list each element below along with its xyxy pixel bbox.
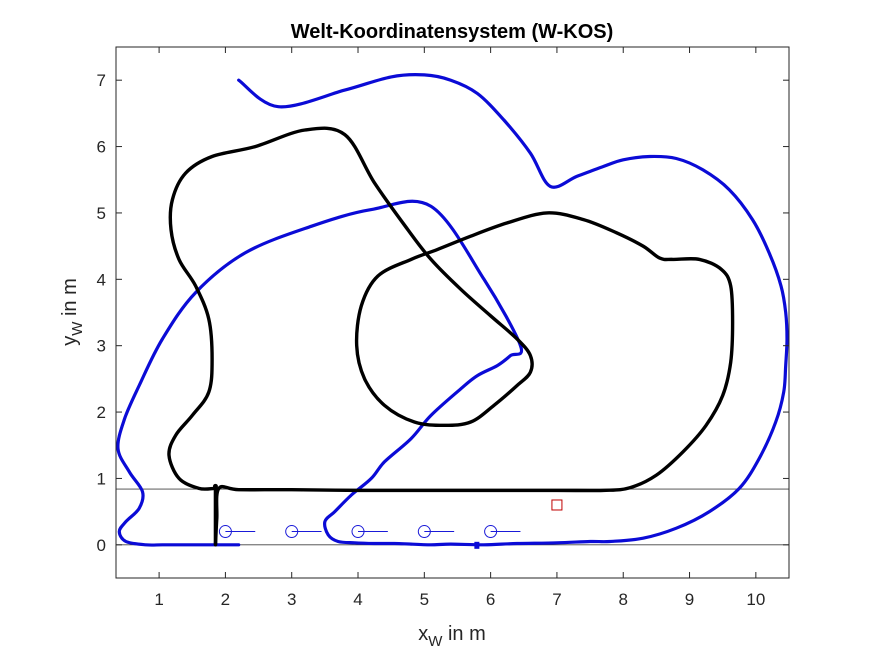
x-tick-label: 8 bbox=[619, 590, 628, 609]
x-tick-label: 7 bbox=[552, 590, 561, 609]
target-marker bbox=[551, 499, 563, 511]
plot-layer bbox=[116, 72, 789, 549]
y-tick-label: 3 bbox=[97, 337, 106, 356]
y-axis-label-rest: in m bbox=[59, 278, 81, 321]
tick-layer: 1 2 3 4 5 6 7 8 9 10 0 1 2 3 4 5 6 7 bbox=[97, 47, 789, 609]
x-axis-label-main: x bbox=[418, 623, 428, 645]
x-tick-label: 6 bbox=[486, 590, 495, 609]
plot-frame bbox=[115, 46, 790, 579]
chart-title: Welt-Koordinatensystem (W-KOS) bbox=[291, 21, 614, 43]
outer-track-blue-line bbox=[116, 72, 789, 547]
y-tick-label: 5 bbox=[97, 204, 106, 223]
y-axis-label-main: y bbox=[59, 336, 81, 346]
y-tick-label: 0 bbox=[97, 536, 106, 555]
y-tick-label: 4 bbox=[97, 270, 106, 289]
x-tick-label: 5 bbox=[420, 590, 429, 609]
y-tick-label: 2 bbox=[97, 403, 106, 422]
x-axis-label-sub: W bbox=[428, 633, 443, 650]
start-dot bbox=[212, 483, 218, 489]
x-tick-label: 9 bbox=[685, 590, 694, 609]
x-axis-label-rest: in m bbox=[442, 623, 485, 645]
inner-track-black-line bbox=[167, 126, 735, 547]
x-tick-label: 10 bbox=[746, 590, 765, 609]
x-tick-label: 1 bbox=[154, 590, 163, 609]
x-tick-label: 4 bbox=[353, 590, 362, 609]
y-axis-label: yW in m bbox=[59, 278, 86, 346]
x-axis-label: xW in m bbox=[418, 623, 486, 650]
y-axis-label-sub: W bbox=[69, 321, 86, 336]
y-tick-label: 7 bbox=[97, 71, 106, 90]
track-marker-dot bbox=[474, 541, 480, 549]
x-tick-label: 2 bbox=[221, 590, 230, 609]
y-tick-label: 6 bbox=[97, 138, 106, 157]
y-tick-label: 1 bbox=[97, 469, 106, 488]
x-tick-label: 3 bbox=[287, 590, 296, 609]
